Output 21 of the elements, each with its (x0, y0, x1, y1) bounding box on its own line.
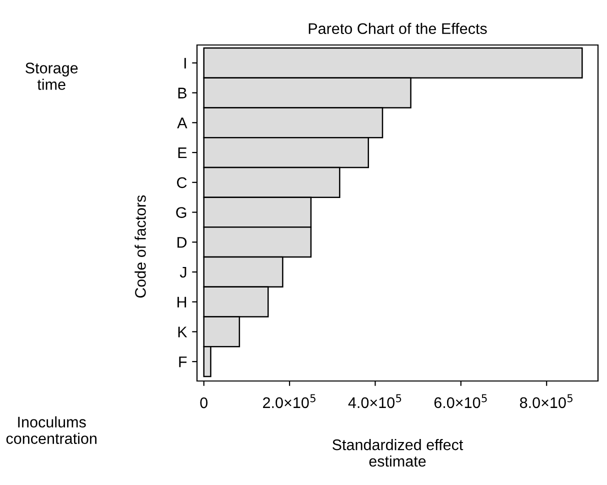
y-axis-title: Code of factors (134, 195, 146, 298)
y-tick-label: C (177, 177, 187, 188)
text: Storage time (26, 62, 78, 90)
y-tick-label: F (179, 356, 187, 368)
y-tick-label: G (176, 207, 186, 218)
y-tick-label: H (178, 296, 186, 308)
x-tick-label: 0 (200, 397, 208, 408)
x-tick-label: 6.0×10$^{5}$ (434, 394, 487, 408)
text: Inoculums concentration (6, 416, 96, 444)
chart-title: Pareto Chart of the Effects (308, 22, 487, 34)
y-tick-label: J (180, 267, 186, 278)
y-tick-label: I (184, 58, 186, 68)
y-tick-label: B (178, 88, 186, 98)
x-tick-label: 8.0×10$^{5}$ (520, 394, 572, 408)
y-tick-label: D (178, 237, 187, 248)
x-tick-label: 2.0×10$^{5}$ (263, 394, 316, 408)
y-tick-label: E (178, 148, 187, 158)
x-tick-label: 4.0×10$^{5}$ (348, 394, 402, 408)
y-tick-label: A (177, 118, 188, 128)
y-tick-label: K (178, 326, 188, 338)
x-axis-title: Standardized effect estimate (332, 438, 464, 467)
